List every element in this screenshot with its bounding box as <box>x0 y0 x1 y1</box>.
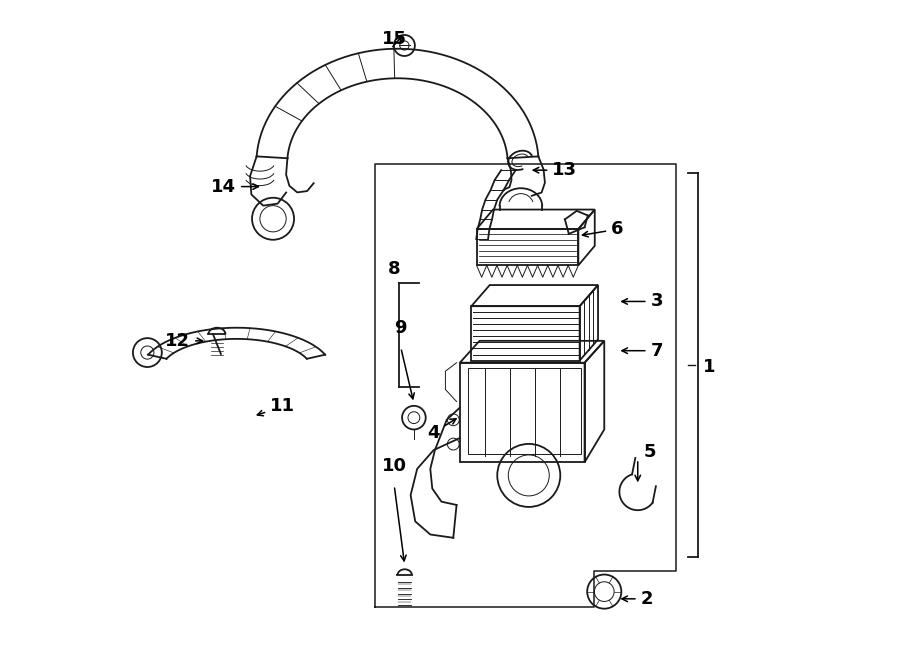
Text: 9: 9 <box>394 318 407 337</box>
Text: 3: 3 <box>622 293 663 310</box>
Text: 5: 5 <box>644 444 656 461</box>
Text: 7: 7 <box>622 342 663 359</box>
Text: 4: 4 <box>428 419 456 442</box>
Text: 2: 2 <box>622 590 653 608</box>
Text: 1: 1 <box>703 358 716 376</box>
Text: 8: 8 <box>388 260 400 277</box>
Text: 14: 14 <box>211 177 258 195</box>
Text: 11: 11 <box>257 397 295 416</box>
Text: 13: 13 <box>534 161 578 179</box>
Text: 6: 6 <box>582 220 624 238</box>
Text: 15: 15 <box>382 30 407 48</box>
Text: 10: 10 <box>382 457 407 475</box>
Text: 12: 12 <box>165 332 202 350</box>
